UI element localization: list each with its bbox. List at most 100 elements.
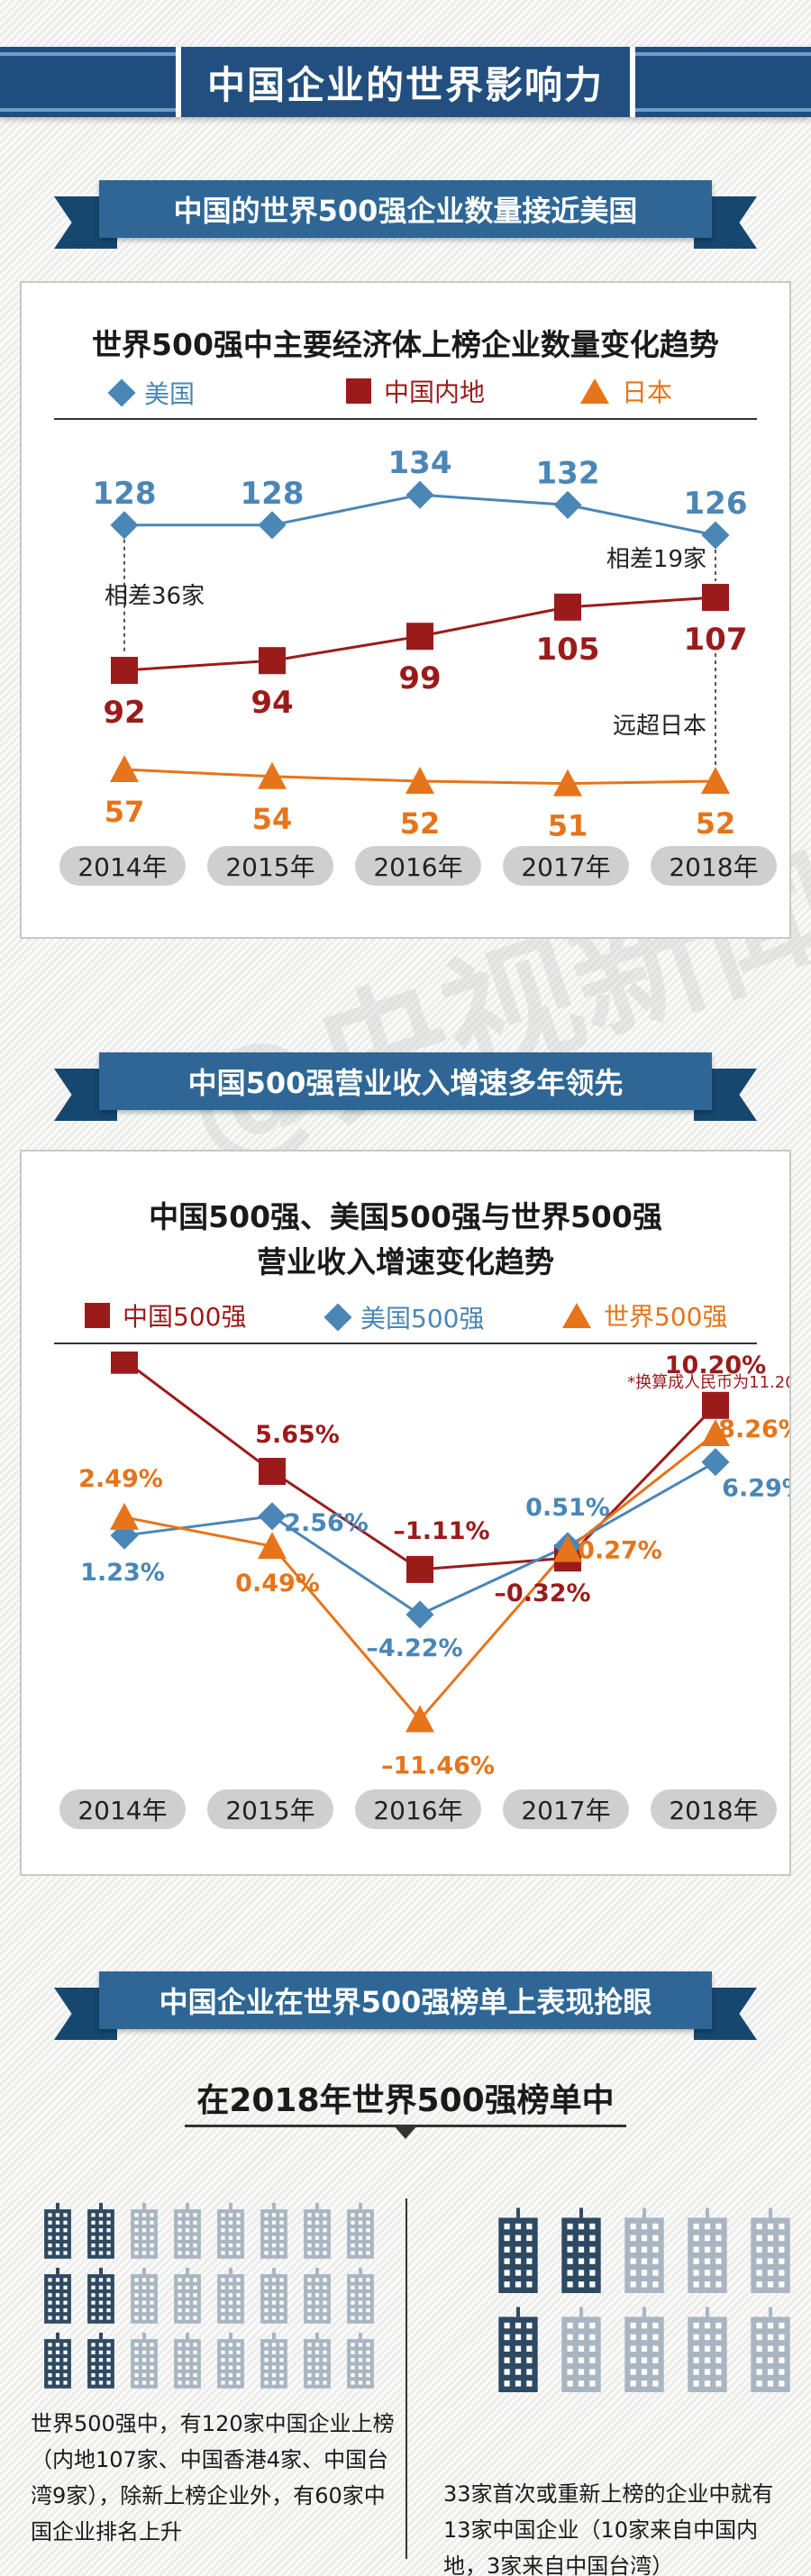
data-label: 6.29% [722, 1475, 789, 1503]
building-dark-icon [561, 2207, 601, 2293]
chart1-rule [54, 418, 757, 420]
data-point [701, 521, 730, 550]
data-point [406, 623, 433, 651]
building-light-icon [347, 2332, 374, 2389]
chart2-legend-item-world: 世界500强 [562, 1297, 727, 1334]
building-light-icon [174, 2202, 201, 2259]
data-label: 54 [252, 802, 293, 836]
building-dark-icon [87, 2332, 114, 2389]
data-point [259, 647, 286, 675]
legend-label: 日本 [622, 378, 673, 407]
data-point [258, 511, 287, 540]
data-label: –0.32% [494, 1579, 590, 1607]
data-label: 52 [400, 806, 441, 841]
data-label: 0.27% [578, 1537, 662, 1565]
building-light-icon [624, 2207, 664, 2293]
data-label: 1.23% [80, 1559, 165, 1587]
chart1-panel: 世界500强中主要经济体上榜企业数量变化趋势 美国 中国内地 日本 128 128… [20, 281, 791, 939]
legend-label: 世界500强 [604, 1302, 728, 1332]
data-label: –4.22% [366, 1634, 462, 1662]
building-light-icon [217, 2202, 244, 2259]
building-light-icon [260, 2202, 287, 2259]
data-point [110, 1502, 139, 1530]
building-dark-icon [44, 2202, 71, 2259]
section-divider [406, 2198, 407, 2559]
data-point [406, 1705, 434, 1733]
data-point [110, 755, 139, 782]
legend-label: 美国 [144, 379, 196, 409]
data-label: 5.65% [255, 1421, 340, 1449]
data-point [702, 1391, 729, 1419]
diamond-marker-icon [107, 378, 136, 407]
data-label: 52 [696, 806, 736, 841]
building-light-icon [751, 2207, 790, 2293]
data-point [406, 767, 434, 794]
chart2-rule [54, 1343, 757, 1344]
building-light-icon [217, 2267, 244, 2324]
building-dark-icon [498, 2307, 538, 2392]
building-dark-icon [44, 2332, 71, 2389]
data-point [406, 480, 434, 509]
data-label: 0.51% [525, 1494, 610, 1522]
building-light-icon [304, 2202, 331, 2259]
building-light-icon [131, 2267, 158, 2324]
chart1-legend-item-cn: 中国内地 [346, 373, 485, 409]
chart2-year-pill: 2015年 [207, 1789, 333, 1829]
data-point [553, 490, 582, 519]
data-label: 10.20% [665, 1352, 766, 1379]
triangle-marker-icon [562, 1303, 591, 1328]
data-label: 94 [251, 685, 293, 721]
chart1-year-pill: 2018年 [651, 846, 777, 886]
data-label: 128 [241, 476, 305, 512]
data-point [701, 1419, 730, 1447]
chart2-year-pill: 2018年 [651, 1789, 777, 1829]
legend-label: 美国500强 [360, 1304, 485, 1334]
left-description: 世界500强中，有120家中国企业上榜（内地107家、中国香港4家、中国台湾9家… [31, 2411, 395, 2544]
data-label: 128 [93, 476, 157, 512]
data-point [406, 1600, 434, 1629]
data-point [258, 761, 287, 789]
square-marker-icon [346, 378, 371, 404]
chart2-year-pill: 2014年 [59, 1789, 186, 1829]
data-point [259, 1458, 286, 1486]
legend-label: 中国内地 [384, 378, 486, 407]
building-light-icon [751, 2307, 790, 2392]
building-light-icon [174, 2267, 201, 2324]
chart2-title-line2: 营业收入增速变化趋势 [257, 1244, 554, 1279]
data-point [110, 511, 139, 540]
building-dark-icon [44, 2267, 71, 2324]
chart2-plot: 13.31%5.65%–1.11%–0.32%10.20%1.23%2.56%–… [78, 1352, 789, 1780]
building-light-icon [131, 2202, 158, 2259]
section1-heading: 中国的世界500强企业数量接近美国 [173, 194, 638, 228]
chart1-year-pill: 2017年 [503, 846, 629, 886]
building-dark-icon [87, 2267, 114, 2324]
data-point [554, 593, 581, 621]
diamond-marker-icon [323, 1303, 352, 1332]
data-label: 0.49% [235, 1570, 320, 1597]
building-light-icon [304, 2267, 331, 2324]
building-light-icon [688, 2207, 727, 2293]
main-title-tab: 中国企业的世界影响力 [176, 47, 635, 117]
building-dark-icon [498, 2207, 538, 2293]
section1-ribbon: 中国的世界500强企业数量接近美国 [54, 180, 757, 252]
data-point [701, 1448, 730, 1477]
data-label: –1.11% [393, 1517, 489, 1545]
building-light-icon [131, 2332, 158, 2389]
building-light-icon [174, 2332, 201, 2389]
chart1-year-pill: 2014年 [59, 846, 186, 886]
building-light-icon [561, 2307, 601, 2392]
data-point [702, 584, 729, 611]
square-marker-icon [85, 1303, 110, 1328]
building-light-icon [347, 2267, 374, 2324]
building-dark-icon [87, 2202, 114, 2259]
building-light-icon [217, 2332, 244, 2389]
chart2-year-pill: 2016年 [355, 1789, 481, 1829]
building-light-icon [624, 2307, 664, 2392]
building-light-icon [260, 2332, 287, 2389]
data-label: 107 [684, 622, 748, 658]
chart2-legend-item-us: 美国500强 [323, 1299, 485, 1335]
building-light-icon [347, 2202, 374, 2259]
data-point [701, 767, 730, 794]
data-label: –11.46% [381, 1752, 495, 1780]
data-point [111, 1352, 138, 1374]
